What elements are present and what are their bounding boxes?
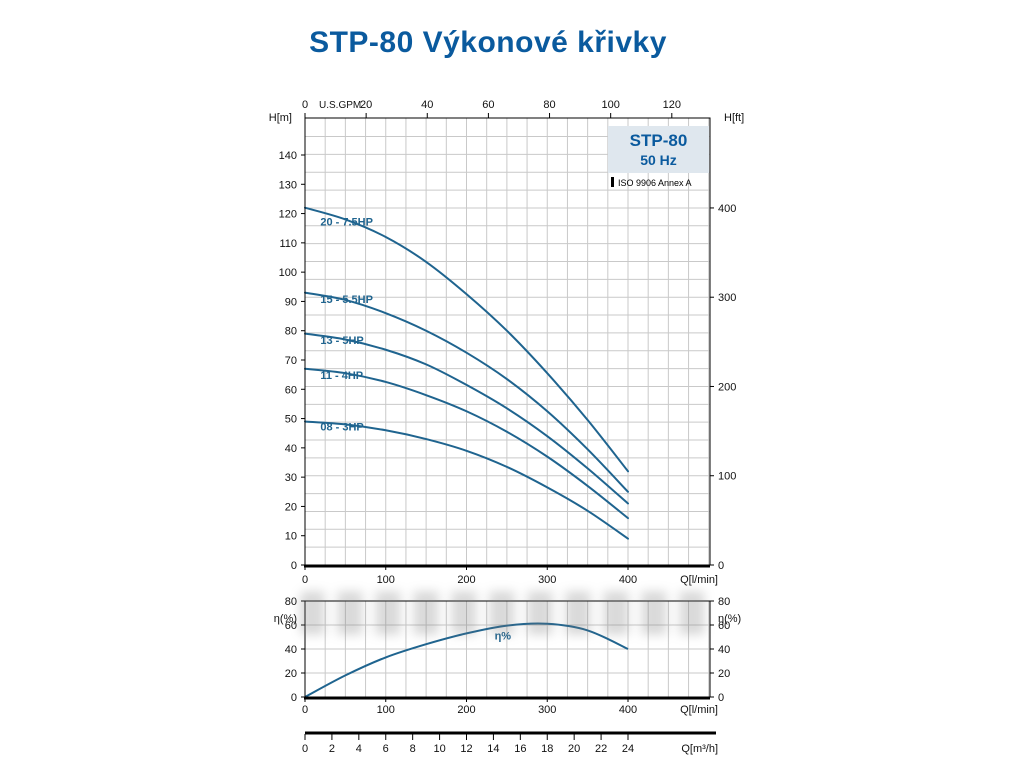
svg-text:300: 300 [538, 704, 556, 716]
svg-text:100: 100 [377, 704, 395, 716]
svg-text:60: 60 [482, 99, 494, 111]
svg-text:140: 140 [279, 150, 297, 162]
svg-text:20: 20 [285, 668, 297, 680]
curve-label: 08 - 3HP [320, 421, 363, 433]
svg-text:300: 300 [538, 574, 556, 586]
svg-text:H[m]: H[m] [269, 112, 292, 124]
model-name: STP-80 [630, 131, 688, 150]
svg-text:U.S.GPM: U.S.GPM [319, 100, 361, 111]
svg-text:0: 0 [302, 99, 308, 111]
svg-text:300: 300 [718, 292, 736, 304]
svg-text:400: 400 [619, 574, 637, 586]
curve-label: 11 - 4HP [320, 370, 363, 382]
frequency-label: 50 Hz [640, 152, 677, 168]
svg-text:12: 12 [460, 743, 472, 755]
svg-text:Q[l/min]: Q[l/min] [680, 574, 718, 586]
svg-text:8: 8 [410, 743, 416, 755]
svg-text:60: 60 [285, 620, 297, 632]
svg-text:0: 0 [291, 692, 297, 704]
svg-text:200: 200 [457, 574, 475, 586]
iso-standard-label: ISO 9906 Annex A [618, 178, 692, 188]
svg-text:400: 400 [619, 704, 637, 716]
svg-text:120: 120 [279, 209, 297, 221]
svg-text:400: 400 [718, 203, 736, 215]
svg-text:100: 100 [279, 267, 297, 279]
svg-text:6: 6 [383, 743, 389, 755]
svg-text:14: 14 [487, 743, 499, 755]
page-title: STP-80 Výkonové křivky [309, 26, 667, 59]
svg-text:0: 0 [291, 560, 297, 572]
svg-text:40: 40 [285, 443, 297, 455]
head-curve-chart: 20 - 7.5HP 15 - 5.5HP 13 - 5HP 11 - 4HP 08 -… [269, 99, 744, 586]
svg-text:0: 0 [302, 574, 308, 586]
svg-text:40: 40 [421, 99, 433, 111]
svg-text:20: 20 [285, 501, 297, 513]
svg-text:0: 0 [718, 560, 724, 572]
m3h-scale: 0 2 4 6 8 10 12 14 16 18 20 22 24 Q[m³/h] [302, 731, 718, 755]
curve-efficiency [304, 622, 629, 698]
svg-text:100: 100 [718, 471, 736, 483]
svg-text:90: 90 [285, 296, 297, 308]
curve-13-5HP [304, 332, 629, 505]
svg-text:4: 4 [356, 743, 362, 755]
svg-text:50: 50 [285, 414, 297, 426]
svg-text:40: 40 [718, 644, 730, 656]
grid [305, 601, 710, 697]
svg-text:18: 18 [541, 743, 553, 755]
svg-text:110: 110 [279, 238, 297, 250]
svg-text:200: 200 [718, 381, 736, 393]
curve-11-4HP [304, 367, 629, 520]
efficiency-curve-label: η% [495, 630, 512, 642]
svg-text:0: 0 [302, 704, 308, 716]
svg-text:24: 24 [622, 743, 634, 755]
svg-text:130: 130 [279, 179, 297, 191]
svg-text:60: 60 [285, 384, 297, 396]
axis-labels: 0102030405060708090100110120130140010020… [269, 99, 744, 586]
svg-text:30: 30 [285, 472, 297, 484]
model-info-box: STP-80 50 Hz ISO 9906 Annex A [608, 126, 709, 188]
svg-text:H[ft]: H[ft] [724, 112, 744, 124]
svg-text:40: 40 [285, 644, 297, 656]
curve-label: 15 - 5.5HP [320, 294, 373, 306]
curve-label: 20 - 7.5HP [320, 216, 373, 228]
svg-text:22: 22 [595, 743, 607, 755]
svg-text:100: 100 [377, 574, 395, 586]
svg-text:20: 20 [718, 668, 730, 680]
svg-text:70: 70 [285, 355, 297, 367]
svg-text:60: 60 [718, 620, 730, 632]
svg-text:80: 80 [718, 596, 730, 608]
svg-text:20: 20 [568, 743, 580, 755]
svg-text:80: 80 [285, 596, 297, 608]
svg-text:10: 10 [433, 743, 445, 755]
curve-label: 13 - 5HP [320, 335, 363, 347]
svg-text:20: 20 [360, 99, 372, 111]
svg-text:η(%): η(%) [718, 613, 741, 625]
svg-text:0: 0 [718, 692, 724, 704]
svg-text:200: 200 [457, 704, 475, 716]
svg-text:16: 16 [514, 743, 526, 755]
svg-text:100: 100 [601, 99, 619, 111]
svg-text:120: 120 [663, 99, 681, 111]
svg-text:Q[m³/h]: Q[m³/h] [681, 743, 718, 755]
svg-text:0: 0 [302, 743, 308, 755]
svg-text:80: 80 [285, 326, 297, 338]
svg-text:10: 10 [285, 531, 297, 543]
svg-text:80: 80 [543, 99, 555, 111]
curve-15-5.5HP [304, 291, 629, 493]
svg-text:η(%): η(%) [274, 613, 297, 625]
svg-text:2: 2 [329, 743, 335, 755]
svg-text:Q[l/min]: Q[l/min] [680, 704, 718, 716]
curve-08-3HP [304, 420, 629, 540]
curve-20-7.5HP [304, 206, 629, 473]
